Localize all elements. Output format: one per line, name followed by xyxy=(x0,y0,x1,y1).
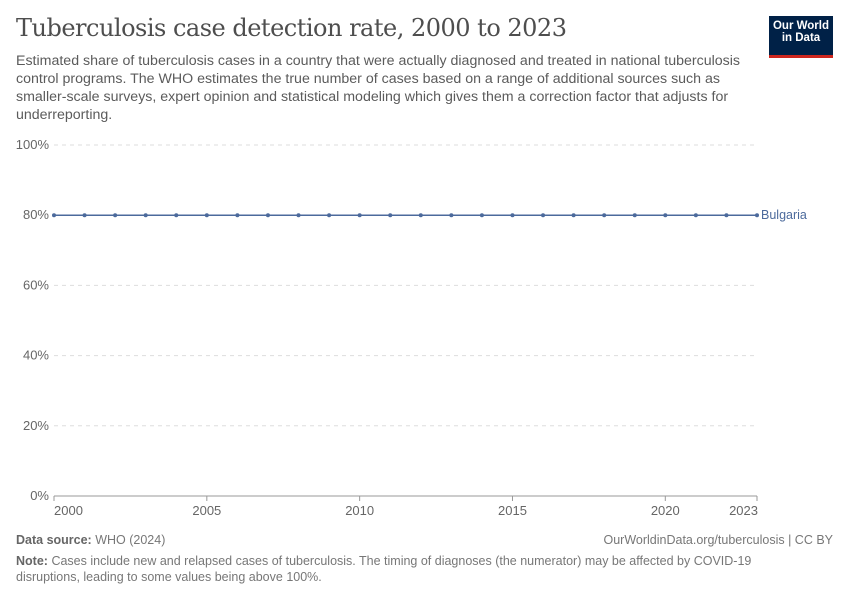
series-label[interactable]: Bulgaria xyxy=(761,208,807,222)
note-label: Note: xyxy=(16,554,48,568)
data-point xyxy=(602,213,607,218)
data-point xyxy=(52,213,56,218)
data-point xyxy=(204,213,209,218)
data-point xyxy=(724,213,729,218)
data-point xyxy=(632,213,637,218)
data-point xyxy=(143,213,148,218)
x-tick-label: 2000 xyxy=(54,503,83,518)
x-tick-label: 2020 xyxy=(651,503,680,518)
data-point xyxy=(327,213,332,218)
data-point xyxy=(663,213,668,218)
data-point xyxy=(449,213,454,218)
chart-subtitle: Estimated share of tuberculosis cases in… xyxy=(16,53,740,123)
data-point xyxy=(510,213,515,218)
data-point xyxy=(265,213,270,218)
y-tick-label: 80% xyxy=(23,207,49,222)
data-point xyxy=(296,213,301,218)
data-point xyxy=(235,213,240,218)
source-text[interactable]: WHO (2024) xyxy=(95,533,166,547)
data-point xyxy=(82,213,87,218)
data-point xyxy=(755,213,759,218)
data-point xyxy=(479,213,484,218)
logo-line-1: Our World xyxy=(772,20,829,32)
x-tick-label: 2023 xyxy=(729,503,758,518)
data-point xyxy=(418,213,423,218)
y-tick-label: 100% xyxy=(16,137,50,152)
source-label: Data source: xyxy=(16,533,92,547)
note-text: Cases include new and relapsed cases of … xyxy=(16,554,752,584)
data-point xyxy=(693,213,698,218)
chart-note: Note: Cases include new and relapsed cas… xyxy=(16,553,776,585)
logo-line-2: in Data xyxy=(781,32,821,44)
y-tick-label: 20% xyxy=(23,418,49,433)
data-point xyxy=(174,213,179,218)
data-point xyxy=(357,213,362,218)
data-source: Data source: WHO (2024) xyxy=(16,533,165,547)
y-tick-label: 0% xyxy=(30,488,49,503)
y-tick-label: 40% xyxy=(23,348,49,363)
data-point xyxy=(388,213,393,218)
x-tick-label: 2010 xyxy=(345,503,374,518)
source-url[interactable]: OurWorldinData.org/tuberculosis | CC BY xyxy=(603,533,834,547)
data-point xyxy=(541,213,546,218)
x-tick-label: 2015 xyxy=(498,503,527,518)
chart-title: Tuberculosis case detection rate, 2000 t… xyxy=(16,14,567,42)
owid-logo[interactable]: Our World in Data xyxy=(769,16,833,58)
x-tick-label: 2005 xyxy=(192,503,221,518)
y-tick-label: 60% xyxy=(23,277,49,292)
data-point xyxy=(571,213,576,218)
data-point xyxy=(113,213,118,218)
